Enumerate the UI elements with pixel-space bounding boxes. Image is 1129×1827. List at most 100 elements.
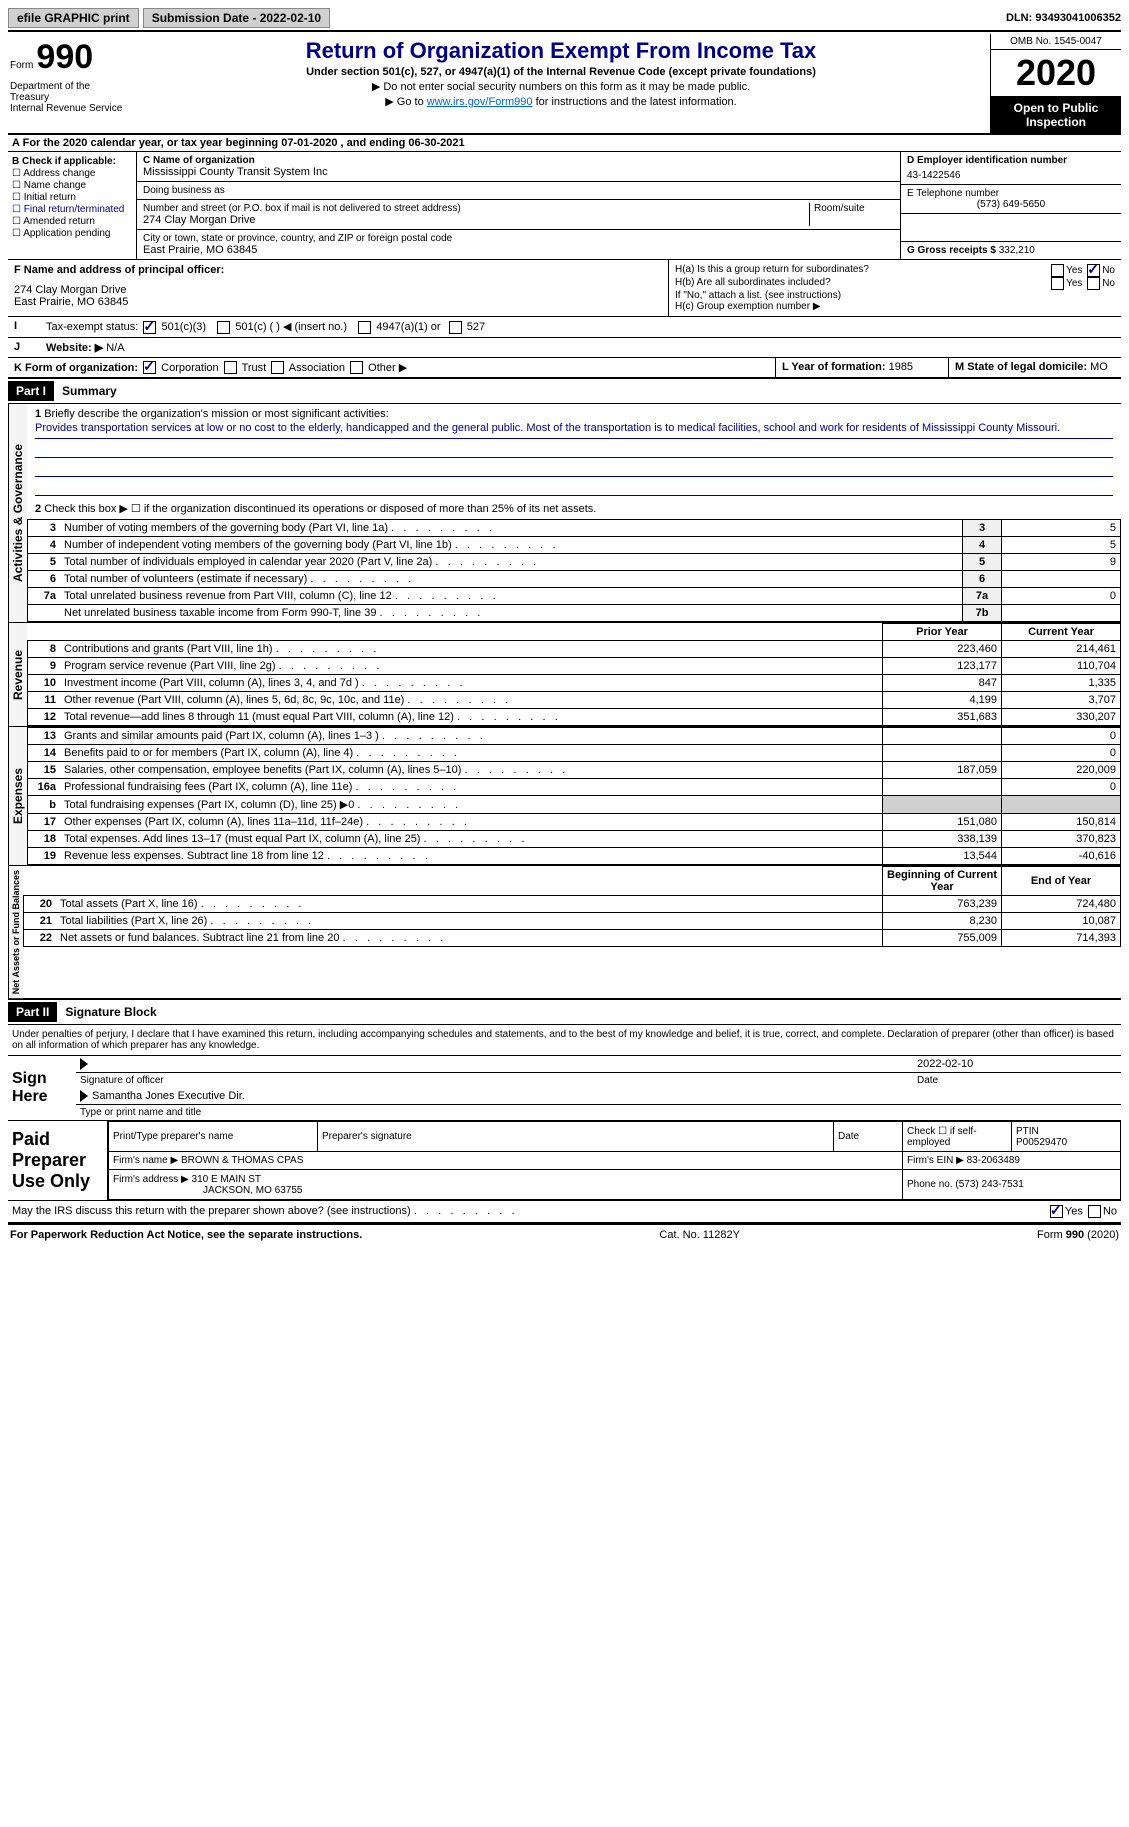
ein-label: D Employer identification number [907, 155, 1115, 166]
discuss-yes[interactable] [1050, 1205, 1063, 1218]
chk-501c[interactable] [217, 321, 230, 334]
officer-addr2: East Prairie, MO 63845 [14, 296, 662, 308]
gross-receipts: 332,210 [999, 245, 1035, 256]
website: N/A [106, 342, 124, 354]
ha-no[interactable] [1087, 264, 1100, 277]
vert-governance: Activities & Governance [8, 404, 27, 622]
line-j-label: J [8, 338, 40, 357]
prep-print-label: Print/Type preparer's name [109, 1122, 318, 1152]
firm-ein-label: Firm's EIN ▶ [907, 1155, 964, 1166]
sig-date: 2022-02-10 [917, 1058, 1117, 1070]
topbar: efile GRAPHIC print Submission Date - 20… [8, 8, 1121, 32]
form-org-label: K Form of organization: [14, 362, 138, 374]
chk-app-pending[interactable]: ☐ Application pending [12, 228, 132, 239]
org-name-label: C Name of organization [143, 155, 894, 166]
firm-addr-label: Firm's address ▶ [113, 1174, 189, 1185]
q2: Check this box ▶ ☐ if the organization d… [44, 503, 596, 515]
vert-revenue: Revenue [8, 623, 27, 726]
note-ssn: ▶ Do not enter social security numbers o… [136, 80, 986, 93]
chk-address-change[interactable]: ☐ Address change [12, 168, 132, 179]
chk-initial-return[interactable]: ☐ Initial return [12, 192, 132, 203]
box-b-header: B Check if applicable: [12, 156, 132, 167]
cat-no: Cat. No. 11282Y [659, 1229, 740, 1241]
dba-label: Doing business as [143, 185, 894, 196]
omb-number: OMB No. 1545-0047 [991, 34, 1121, 50]
officer-addr1: 274 Clay Morgan Drive [14, 284, 662, 296]
line-i-label: I [8, 317, 40, 337]
sig-officer-label: Signature of officer [80, 1075, 917, 1086]
prep-sig-label: Preparer's signature [318, 1122, 834, 1152]
street: 274 Clay Morgan Drive [143, 214, 809, 226]
h-c: H(c) Group exemption number ▶ [675, 301, 1115, 312]
firm-phone: (573) 243-7531 [955, 1179, 1023, 1190]
netassets-table: Beginning of Current YearEnd of Year20To… [23, 866, 1121, 947]
chk-527[interactable] [449, 321, 462, 334]
firm-addr2: JACKSON, MO 63755 [203, 1185, 302, 1196]
org-name: Mississippi County Transit System Inc [143, 166, 894, 178]
preparer-table: Print/Type preparer's name Preparer's si… [108, 1121, 1121, 1200]
year-formation: 1985 [889, 361, 913, 373]
irs-link[interactable]: www.irs.gov/Form990 [427, 96, 533, 108]
officer-name-label: Type or print name and title [80, 1107, 201, 1118]
hb-no[interactable] [1087, 277, 1100, 290]
governance-table: 3Number of voting members of the governi… [27, 519, 1121, 622]
ptin: P00529470 [1016, 1137, 1067, 1148]
prep-check-label: Check ☐ if self-employed [903, 1122, 1012, 1152]
sig-date-label: Date [917, 1075, 1117, 1086]
h-note: If "No," attach a list. (see instruction… [675, 290, 1115, 301]
discuss-no[interactable] [1088, 1205, 1101, 1218]
note-link: ▶ Go to www.irs.gov/Form990 for instruct… [136, 95, 986, 108]
chk-trust[interactable] [224, 361, 237, 374]
part1-header: Part ISummary [8, 379, 1121, 404]
ptin-label: PTIN [1016, 1126, 1039, 1137]
hb-yes[interactable] [1051, 277, 1064, 290]
form-header: Form 990 Department of the Treasury Inte… [8, 34, 1121, 135]
chk-amended[interactable]: ☐ Amended return [12, 216, 132, 227]
line-a: A For the 2020 calendar year, or tax yea… [8, 135, 1121, 152]
website-label: Website: ▶ [46, 342, 103, 354]
mission-text: Provides transportation services at low … [35, 420, 1113, 439]
chk-501c3[interactable] [143, 321, 156, 334]
sign-here-label: Sign Here [8, 1056, 76, 1120]
chk-other[interactable] [350, 361, 363, 374]
part2-header: Part IISignature Block [8, 1000, 1121, 1025]
domicile: MO [1090, 361, 1108, 373]
form-title: Return of Organization Exempt From Incom… [136, 38, 986, 64]
fh-row: F Name and address of principal officer:… [8, 260, 1121, 317]
dept-treasury: Department of the Treasury Internal Reve… [10, 77, 130, 114]
chk-final-return[interactable]: ☐ Final return/terminated [12, 204, 132, 215]
firm-phone-label: Phone no. [907, 1179, 953, 1190]
pra-notice: For Paperwork Reduction Act Notice, see … [10, 1229, 362, 1241]
efile-btn[interactable]: efile GRAPHIC print [8, 8, 139, 28]
city-label: City or town, state or province, country… [143, 233, 894, 244]
ha-yes[interactable] [1051, 264, 1064, 277]
tax-status-label: Tax-exempt status: [46, 321, 138, 333]
h-b: H(b) Are all subordinates included? [675, 277, 1049, 290]
phone-label: E Telephone number [907, 188, 1115, 199]
arrow-icon [80, 1090, 88, 1102]
street-label: Number and street (or P.O. box if mail i… [143, 203, 809, 214]
info-grid: B Check if applicable: ☐ Address change … [8, 152, 1121, 260]
h-a: H(a) Is this a group return for subordin… [675, 264, 1049, 277]
chk-corp[interactable] [143, 361, 156, 374]
tax-year: 2020 [991, 50, 1121, 97]
signature-statement: Under penalties of perjury, I declare th… [8, 1025, 1121, 1056]
chk-name-change[interactable]: ☐ Name change [12, 180, 132, 191]
discuss-question: May the IRS discuss this return with the… [12, 1205, 411, 1217]
city: East Prairie, MO 63845 [143, 244, 894, 256]
submission-date-btn[interactable]: Submission Date - 2022-02-10 [143, 8, 330, 28]
domicile-label: M State of legal domicile: [955, 361, 1087, 373]
gross-label: G Gross receipts $ [907, 245, 996, 256]
room-label: Room/suite [814, 203, 894, 214]
year-formation-label: L Year of formation: [782, 361, 886, 373]
open-inspection: Open to Public Inspection [991, 97, 1121, 133]
prep-date-label: Date [834, 1122, 903, 1152]
form-number: 990 [36, 38, 93, 76]
form-subtitle: Under section 501(c), 527, or 4947(a)(1)… [136, 66, 986, 78]
vert-netassets: Net Assets or Fund Balances [8, 866, 23, 998]
form-ref: Form 990 (2020) [1037, 1229, 1119, 1241]
preparer-label: Paid Preparer Use Only [8, 1121, 108, 1200]
chk-4947[interactable] [358, 321, 371, 334]
ein: 43-1422546 [907, 166, 1115, 181]
chk-assoc[interactable] [271, 361, 284, 374]
